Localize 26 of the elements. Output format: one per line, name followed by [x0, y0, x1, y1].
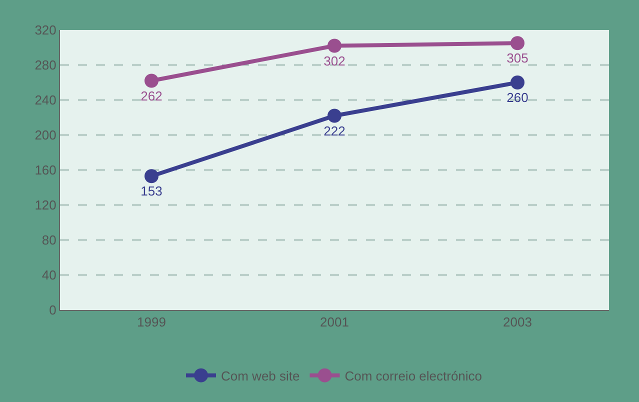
data-label: 222 [324, 123, 346, 138]
data-label: 302 [324, 53, 346, 68]
y-tick-label: 0 [49, 302, 56, 318]
legend-label: Com web site [221, 368, 300, 384]
x-tick-label: 1999 [137, 314, 166, 330]
y-tick-label: 280 [34, 58, 56, 73]
y-tick-label: 320 [34, 22, 56, 38]
point [144, 169, 158, 184]
y-tick-label: 200 [34, 128, 56, 143]
y-tick-label: 80 [42, 232, 56, 248]
point [328, 38, 342, 53]
point [328, 108, 342, 123]
x-tick-label: 2001 [320, 314, 349, 330]
x-tick-label: 2003 [503, 314, 532, 330]
y-tick-label: 40 [42, 268, 56, 283]
y-tick-label: 120 [34, 198, 56, 213]
y-tick-label: 160 [34, 162, 56, 178]
point [510, 76, 524, 90]
data-label: 153 [140, 184, 162, 199]
data-label: 260 [506, 90, 528, 105]
point [144, 74, 158, 88]
data-label: 262 [140, 88, 162, 104]
data-label: 305 [506, 50, 528, 66]
point [510, 36, 524, 50]
y-tick-label: 240 [34, 92, 56, 108]
legend-label: Com correio electrónico [344, 368, 482, 384]
